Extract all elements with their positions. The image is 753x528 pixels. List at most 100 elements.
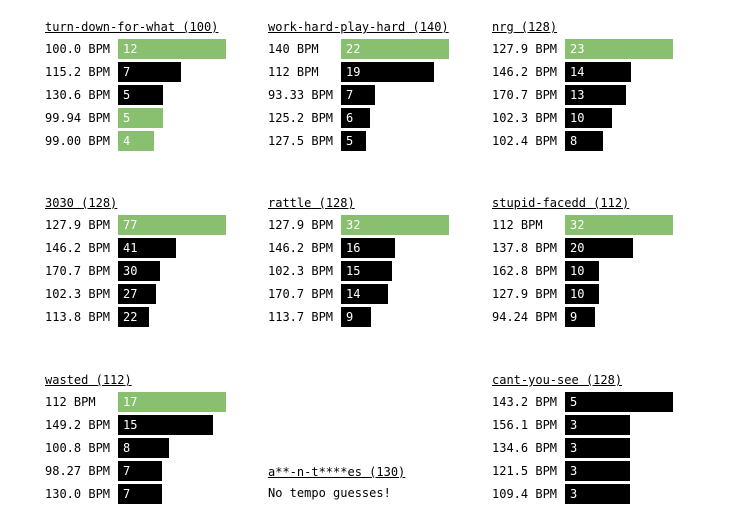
tempo-label: 94.24 BPM bbox=[492, 309, 558, 324]
guess-bar: 19 bbox=[341, 61, 435, 82]
tempo-label: 100.8 BPM bbox=[45, 440, 111, 455]
tempo-label: 130.6 BPM bbox=[45, 87, 111, 102]
guess-row: 127.9 BPM 32 bbox=[268, 213, 483, 236]
guess-row: 100.0 BPM 12 bbox=[45, 37, 260, 60]
tempo-label: 102.3 BPM bbox=[268, 263, 334, 278]
guess-bar: 14 bbox=[565, 61, 631, 82]
guess-bar: 22 bbox=[341, 38, 449, 59]
guess-row: 112 BPM 19 bbox=[268, 60, 483, 83]
tempo-label: 125.2 BPM bbox=[268, 110, 334, 125]
song-panel: cant-you-see (128) 143.2 BPM 5 156.1 BPM 3 13… bbox=[492, 370, 707, 505]
guess-row: 112 BPM 17 bbox=[45, 390, 260, 413]
guess-bar: 5 bbox=[118, 84, 163, 105]
song-panel: turn-down-for-what (100) 100.0 BPM 12 115.2… bbox=[45, 17, 260, 152]
song-title: work-hard-play-hard (140) bbox=[268, 17, 483, 37]
song-panel: stupid-facedd (112) 112 BPM 32 137.8 BPM 20 1… bbox=[492, 193, 707, 328]
guess-row: 149.2 BPM 15 bbox=[45, 413, 260, 436]
tempo-label: 127.9 BPM bbox=[492, 41, 558, 56]
guess-row: 127.9 BPM 10 bbox=[492, 282, 707, 305]
song-bpm: (112) bbox=[593, 196, 630, 210]
guess-row: 127.9 BPM 23 bbox=[492, 37, 707, 60]
guess-row: 113.8 BPM 22 bbox=[45, 305, 260, 328]
guess-bar: 30 bbox=[118, 260, 161, 281]
guess-row: 102.3 BPM 10 bbox=[492, 106, 707, 129]
tempo-label: 127.9 BPM bbox=[268, 217, 334, 232]
tempo-label: 99.94 BPM bbox=[45, 110, 111, 125]
guess-row: 162.8 BPM 10 bbox=[492, 259, 707, 282]
song-name: 3030 bbox=[45, 196, 74, 210]
guess-row: 113.7 BPM 9 bbox=[268, 305, 483, 328]
tempo-label: 102.4 BPM bbox=[492, 133, 558, 148]
guess-bar: 5 bbox=[118, 107, 163, 128]
guess-row: 130.0 BPM 7 bbox=[45, 482, 260, 505]
tempo-label: 130.0 BPM bbox=[45, 486, 111, 501]
song-title: rattle (128) bbox=[268, 193, 483, 213]
tempo-label: 121.5 BPM bbox=[492, 463, 558, 478]
tempo-label: 137.8 BPM bbox=[492, 240, 558, 255]
guess-row: 127.5 BPM 5 bbox=[268, 129, 483, 152]
tempo-label: 102.3 BPM bbox=[492, 110, 558, 125]
tempo-label: 162.8 BPM bbox=[492, 263, 558, 278]
guess-bar: 16 bbox=[341, 237, 395, 258]
song-name: turn-down-for-what bbox=[45, 20, 176, 34]
guess-bar: 32 bbox=[341, 214, 449, 235]
song-name: stupid-facedd bbox=[492, 196, 586, 210]
guess-bar: 9 bbox=[565, 306, 596, 327]
tempo-label: 127.9 BPM bbox=[492, 286, 558, 301]
song-bpm: (140) bbox=[412, 20, 449, 34]
song-name: work-hard-play-hard bbox=[268, 20, 406, 34]
guess-bar: 4 bbox=[118, 130, 154, 151]
guess-bar: 7 bbox=[341, 84, 376, 105]
tempo-label: 127.5 BPM bbox=[268, 133, 334, 148]
guess-bar: 6 bbox=[341, 107, 371, 128]
tempo-label: 127.9 BPM bbox=[45, 217, 111, 232]
song-name: a**-n-t****es bbox=[268, 465, 362, 479]
guess-row: 170.7 BPM 13 bbox=[492, 83, 707, 106]
song-title: a**-n-t****es (130) bbox=[268, 462, 483, 482]
guess-row: 102.3 BPM 15 bbox=[268, 259, 483, 282]
tempo-label: 100.0 BPM bbox=[45, 41, 111, 56]
tempo-label: 113.8 BPM bbox=[45, 309, 111, 324]
song-name: nrg bbox=[492, 20, 514, 34]
guess-bar: 8 bbox=[565, 130, 603, 151]
guess-row: 143.2 BPM 5 bbox=[492, 390, 707, 413]
guess-bar: 20 bbox=[565, 237, 633, 258]
song-name: rattle bbox=[268, 196, 312, 210]
guess-row: 127.9 BPM 77 bbox=[45, 213, 260, 236]
guess-row: 137.8 BPM 20 bbox=[492, 236, 707, 259]
tempo-label: 113.7 BPM bbox=[268, 309, 334, 324]
tempo-label: 140 BPM bbox=[268, 41, 319, 56]
tempo-label: 146.2 BPM bbox=[45, 240, 111, 255]
guess-bar: 9 bbox=[341, 306, 372, 327]
guess-bar: 27 bbox=[118, 283, 156, 304]
song-bpm: (128) bbox=[81, 196, 118, 210]
guess-bar: 41 bbox=[118, 237, 176, 258]
song-title: turn-down-for-what (100) bbox=[45, 17, 260, 37]
guess-row: 121.5 BPM 3 bbox=[492, 459, 707, 482]
guess-row: 146.2 BPM 14 bbox=[492, 60, 707, 83]
guess-bar: 7 bbox=[118, 483, 163, 504]
tempo-label: 134.6 BPM bbox=[492, 440, 558, 455]
song-name: wasted bbox=[45, 373, 89, 387]
guess-row: 102.3 BPM 27 bbox=[45, 282, 260, 305]
guess-bar: 13 bbox=[565, 84, 627, 105]
guess-bar: 23 bbox=[565, 38, 673, 59]
tempo-label: 115.2 BPM bbox=[45, 64, 111, 79]
empty-message: No tempo guesses! bbox=[268, 486, 391, 500]
guess-bar: 7 bbox=[118, 61, 181, 82]
song-bpm: (128) bbox=[318, 196, 355, 210]
tempo-label: 146.2 BPM bbox=[492, 64, 558, 79]
tempo-label: 143.2 BPM bbox=[492, 394, 558, 409]
song-bpm: (130) bbox=[369, 465, 406, 479]
guess-bar: 5 bbox=[565, 391, 673, 412]
tempo-label: 109.4 BPM bbox=[492, 486, 558, 501]
song-title: nrg (128) bbox=[492, 17, 707, 37]
guess-row: 140 BPM 22 bbox=[268, 37, 483, 60]
tempo-label: 102.3 BPM bbox=[45, 286, 111, 301]
guess-bar: 77 bbox=[118, 214, 226, 235]
guess-row: 146.2 BPM 41 bbox=[45, 236, 260, 259]
guess-row: 170.7 BPM 30 bbox=[45, 259, 260, 282]
tempo-label: 112 BPM bbox=[45, 394, 96, 409]
tempo-label: 170.7 BPM bbox=[45, 263, 111, 278]
